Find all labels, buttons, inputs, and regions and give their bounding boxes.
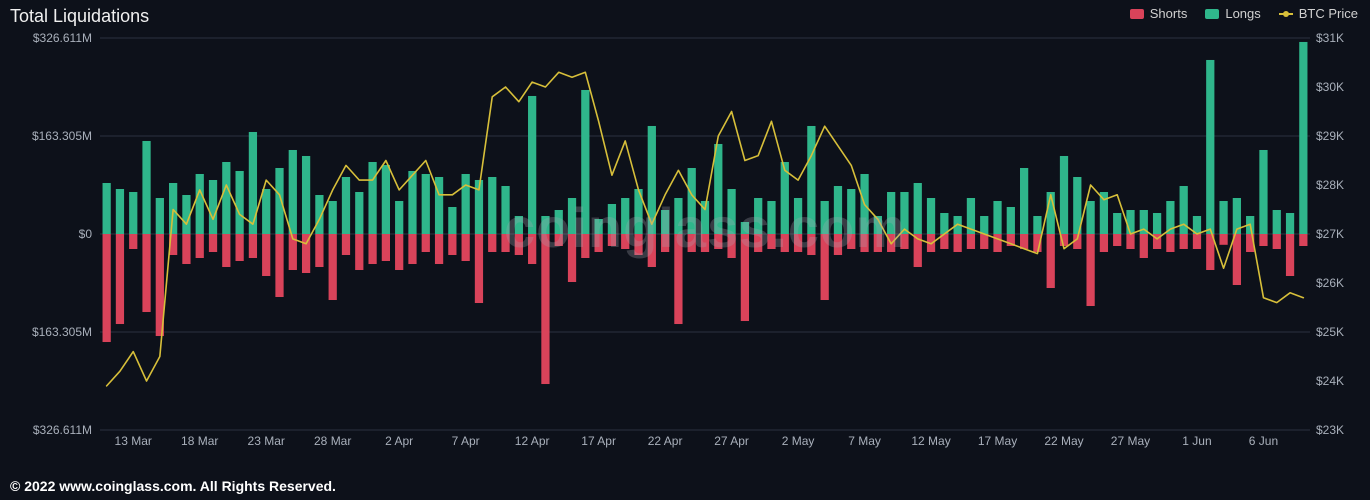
x-tick: 6 Jun xyxy=(1249,434,1278,448)
legend-item-longs[interactable]: Longs xyxy=(1205,6,1260,21)
legend-swatch-shorts xyxy=(1130,9,1144,19)
x-tick: 12 May xyxy=(911,434,950,448)
legend: Shorts Longs BTC Price xyxy=(1130,6,1358,21)
x-tick: 2 May xyxy=(782,434,815,448)
x-tick: 28 Mar xyxy=(314,434,351,448)
y-right-tick: $29K xyxy=(1316,129,1344,143)
y-right-tick: $23K xyxy=(1316,423,1344,437)
legend-swatch-price xyxy=(1279,13,1293,15)
y-right-tick: $25K xyxy=(1316,325,1344,339)
x-tick: 7 Apr xyxy=(452,434,480,448)
y-left-tick: $163.305M xyxy=(32,129,92,143)
legend-swatch-longs xyxy=(1205,9,1219,19)
legend-item-price[interactable]: BTC Price xyxy=(1279,6,1358,21)
x-axis: 13 Mar 18 Mar 23 Mar 28 Mar 2 Apr 7 Apr 12 Apr… xyxy=(100,430,1310,460)
y-right-tick: $24K xyxy=(1316,374,1344,388)
x-tick: 2 Apr xyxy=(385,434,413,448)
y-right-tick: $27K xyxy=(1316,227,1344,241)
x-tick: 1 Jun xyxy=(1182,434,1211,448)
footer-text: © 2022 www.coinglass.com. All Rights Res… xyxy=(10,478,336,494)
y-left-tick: $326.611M xyxy=(33,423,92,437)
y-right-tick: $31K xyxy=(1316,31,1344,45)
x-tick: 27 Apr xyxy=(714,434,749,448)
x-tick: 18 Mar xyxy=(181,434,218,448)
chart-svg xyxy=(100,38,1310,430)
plot-area[interactable]: coinglass.com xyxy=(100,38,1310,430)
y-left-tick: $163.305M xyxy=(32,325,92,339)
x-tick: 23 Mar xyxy=(248,434,285,448)
y-left-tick: $0 xyxy=(79,227,92,241)
legend-label-price: BTC Price xyxy=(1299,6,1358,21)
x-tick: 7 May xyxy=(848,434,881,448)
legend-item-shorts[interactable]: Shorts xyxy=(1130,6,1188,21)
y-left-tick: $326.611M xyxy=(33,31,92,45)
y-right-tick: $28K xyxy=(1316,178,1344,192)
y-axis-right: $31K$30K$29K$28K$27K$26K$25K$24K$23K xyxy=(1310,38,1370,430)
x-tick: 13 Mar xyxy=(115,434,152,448)
chart-container: Total Liquidations Shorts Longs BTC Pric… xyxy=(0,0,1370,500)
x-tick: 17 May xyxy=(978,434,1017,448)
y-right-tick: $30K xyxy=(1316,80,1344,94)
x-tick: 17 Apr xyxy=(581,434,616,448)
legend-label-longs: Longs xyxy=(1225,6,1260,21)
x-tick: 22 Apr xyxy=(648,434,683,448)
x-tick: 27 May xyxy=(1111,434,1150,448)
chart-title: Total Liquidations xyxy=(10,6,149,27)
x-tick: 22 May xyxy=(1044,434,1083,448)
legend-label-shorts: Shorts xyxy=(1150,6,1188,21)
x-tick: 12 Apr xyxy=(515,434,550,448)
y-axis-left: $326.611M$163.305M$0$163.305M$326.611M xyxy=(0,38,100,430)
y-right-tick: $26K xyxy=(1316,276,1344,290)
